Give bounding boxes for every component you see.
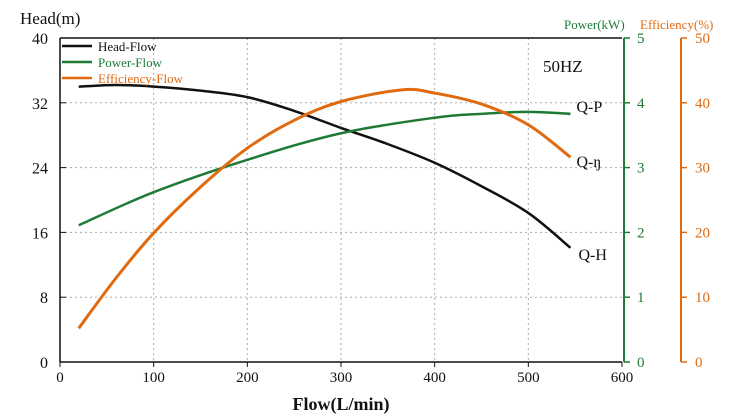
x-tick-label: 600 [611, 370, 634, 386]
legend-label: Power-Flow [98, 55, 163, 70]
efficiency-tick-label: 50 [695, 31, 710, 47]
frequency-annotation: 50HZ [543, 57, 583, 76]
efficiency-tick-label: 10 [695, 290, 710, 306]
x-tick-label: 0 [56, 370, 64, 386]
legend-label: Efficiency-Flow [98, 71, 184, 86]
efficiency-axis-title: Efficiency(%) [640, 17, 713, 32]
x-tick-label: 500 [517, 370, 540, 386]
head-tick-label: 32 [32, 96, 48, 113]
efficiency-tick-label: 30 [695, 161, 710, 177]
efficiency-tick-label: 0 [695, 355, 703, 371]
series-line-efficiency [77, 87, 572, 330]
head-tick-label: 0 [40, 355, 48, 372]
x-tick-label: 100 [142, 370, 165, 386]
legend-label: Head-Flow [98, 39, 157, 54]
series-end-label: Q-ŋ [576, 154, 601, 171]
power-tick-label: 0 [637, 355, 645, 371]
x-tick-label: 200 [236, 370, 259, 386]
head-tick-label: 8 [40, 290, 48, 307]
power-tick-label: 2 [637, 225, 645, 241]
series-end-label: Q-P [576, 99, 602, 116]
x-axis-title: Flow(L/min) [293, 394, 390, 415]
efficiency-tick-label: 20 [695, 225, 710, 241]
head-tick-label: 40 [32, 31, 48, 48]
efficiency-tick-label: 40 [695, 96, 710, 112]
power-tick-label: 4 [637, 96, 645, 112]
power-axis-title: Power(kW) [564, 17, 625, 32]
series-line-head [78, 83, 572, 249]
power-tick-label: 5 [637, 31, 645, 47]
series-end-label: Q-H [578, 247, 607, 264]
series-line-power [78, 110, 571, 227]
x-tick-label: 400 [423, 370, 446, 386]
head-tick-label: 16 [32, 225, 48, 242]
power-tick-label: 3 [637, 161, 645, 177]
head-axis-title: Head(m) [20, 9, 80, 28]
x-tick-label: 300 [330, 370, 353, 386]
head-tick-label: 24 [32, 161, 48, 178]
power-tick-label: 1 [637, 290, 645, 306]
